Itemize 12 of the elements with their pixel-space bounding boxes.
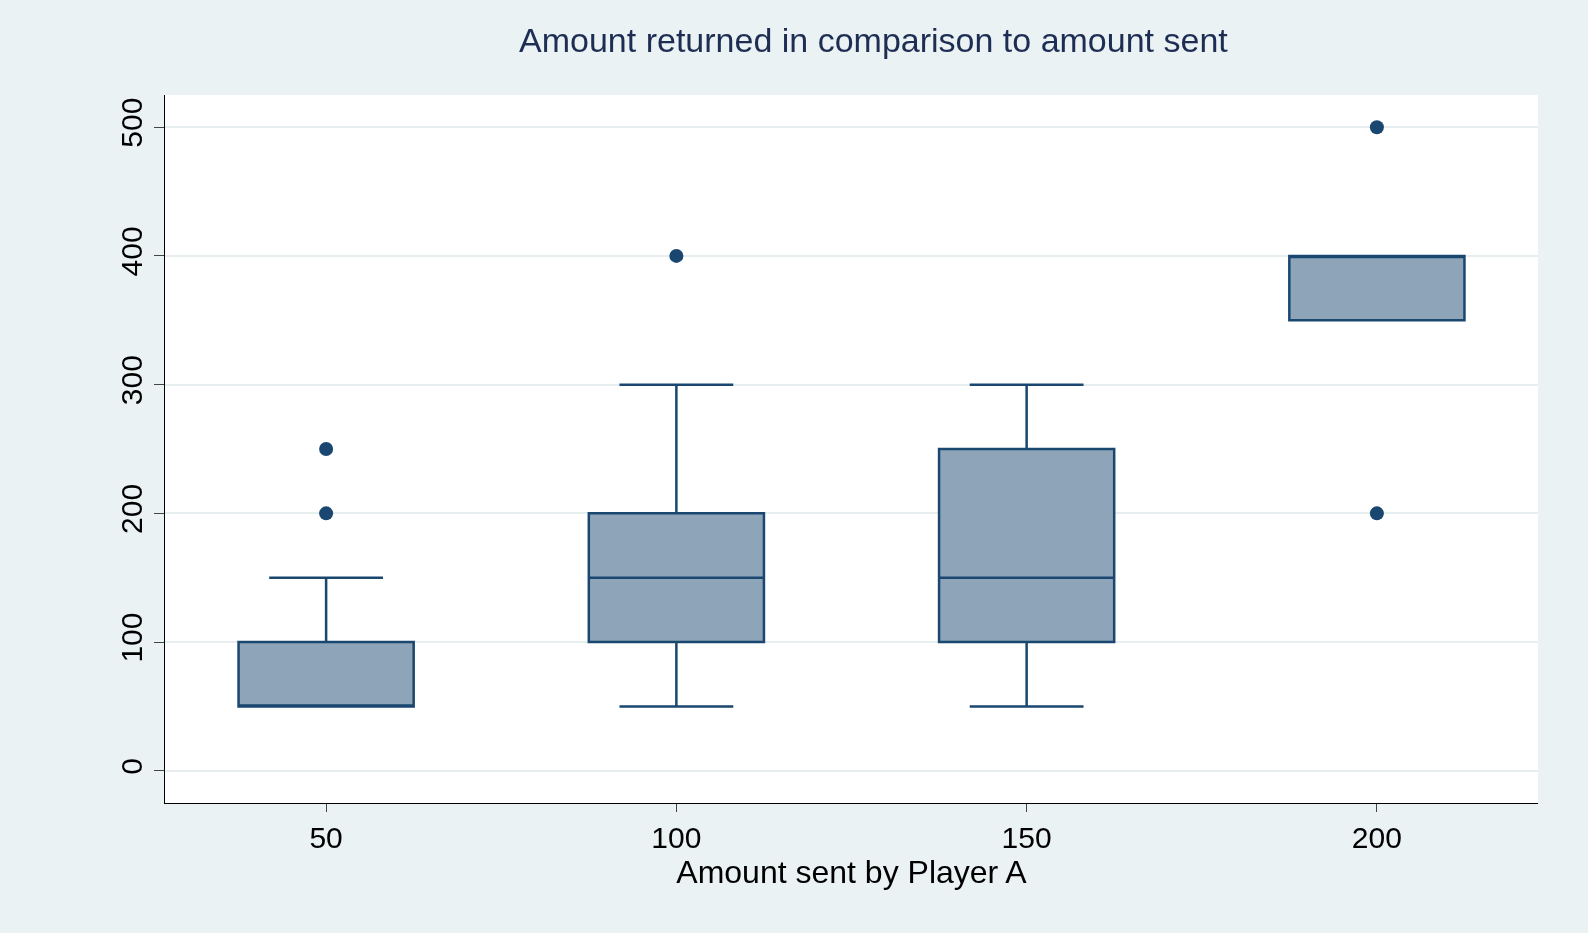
x-tick-label: 100 [651, 821, 702, 854]
x-tick-label: 200 [1351, 821, 1402, 854]
x-tick-label: 150 [1001, 821, 1052, 854]
x-tick-label: 50 [309, 821, 343, 854]
y-tick-label: 400 [115, 226, 148, 277]
y-tick-label: 100 [115, 612, 148, 663]
x-axis-title: Amount sent by Player A [676, 854, 1028, 890]
y-tick-label: 200 [115, 483, 148, 534]
y-tick-label: 300 [115, 355, 148, 406]
y-tick-label: 500 [115, 97, 148, 148]
y-tick-label: 0 [115, 757, 148, 775]
chart-title: Amount returned in comparison to amount sent [519, 20, 1229, 59]
